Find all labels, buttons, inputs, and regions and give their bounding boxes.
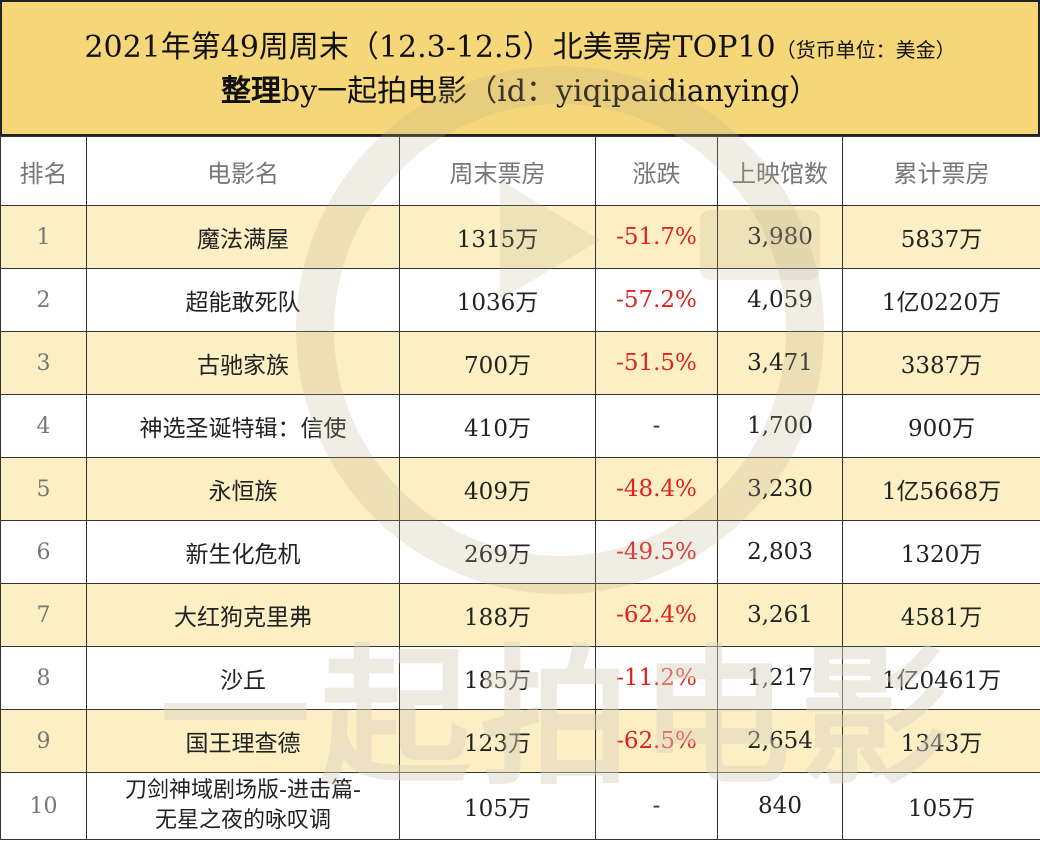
- table-row: 5 永恒族 409万 -48.4% 3,230 1亿5668万: [0, 457, 1040, 521]
- table-row: 9 国王理查德 123万 -62.5% 2,654 1343万: [0, 709, 1040, 773]
- theaters-cell: 3,261: [717, 583, 843, 647]
- weekend-gross-cell: 1036万: [399, 268, 596, 332]
- total-gross-cell: 3387万: [842, 331, 1040, 395]
- table-row: 7 大红狗克里弗 188万 -62.4% 3,261 4581万: [0, 583, 1040, 647]
- theaters-cell: 2,654: [717, 709, 843, 773]
- change-cell: -11.2%: [595, 646, 718, 710]
- weekend-gross-cell: 269万: [399, 520, 596, 584]
- theaters-cell: 3,230: [717, 457, 843, 521]
- rank-cell: 10: [0, 772, 87, 840]
- change-cell: -62.4%: [595, 583, 718, 647]
- title-cell: 超能敢死队: [86, 268, 400, 332]
- table-row: 2 超能敢死队 1036万 -57.2% 4,059 1亿0220万: [0, 268, 1040, 332]
- rank-cell: 3: [0, 331, 87, 395]
- table-row: 6 新生化危机 269万 -49.5% 2,803 1320万: [0, 520, 1040, 584]
- change-cell: -57.2%: [595, 268, 718, 332]
- title-cell: 神选圣诞特辑：信使: [86, 394, 400, 458]
- total-gross-cell: 1320万: [842, 520, 1040, 584]
- total-gross-cell: 4581万: [842, 583, 1040, 647]
- rank-cell: 7: [0, 583, 87, 647]
- total-gross-cell: 1亿5668万: [842, 457, 1040, 521]
- column-header-total-gross: 累计票房: [842, 136, 1040, 206]
- rank-cell: 9: [0, 709, 87, 773]
- theaters-cell: 1,700: [717, 394, 843, 458]
- rank-cell: 6: [0, 520, 87, 584]
- column-header-weekend-gross: 周末票房: [399, 136, 596, 206]
- change-cell: -48.4%: [595, 457, 718, 521]
- total-gross-cell: 1亿0461万: [842, 646, 1040, 710]
- weekend-gross-cell: 105万: [399, 772, 596, 840]
- title-cell: 国王理查德: [86, 709, 400, 773]
- total-gross-cell: 1343万: [842, 709, 1040, 773]
- title-line-2: 无星之夜的咏叹调: [154, 808, 331, 833]
- title-cell: 魔法满屋: [86, 205, 400, 269]
- title-cell: 古驰家族: [86, 331, 400, 395]
- change-cell: -: [595, 394, 718, 458]
- weekend-gross-cell: 700万: [399, 331, 596, 395]
- title-cell: 大红狗克里弗: [86, 583, 400, 647]
- subtitle-bold: 整理: [220, 74, 281, 109]
- weekend-gross-cell: 185万: [399, 646, 596, 710]
- title-cell: 刀剑神域剧场版-进击篇- 无星之夜的咏叹调: [86, 772, 400, 840]
- rank-cell: 2: [0, 268, 87, 332]
- theaters-cell: 3,471: [717, 331, 843, 395]
- weekend-gross-cell: 409万: [399, 457, 596, 521]
- table-row: 3 古驰家族 700万 -51.5% 3,471 3387万: [0, 331, 1040, 395]
- table-row: 8 沙丘 185万 -11.2% 1,217 1亿0461万: [0, 646, 1040, 710]
- theaters-cell: 1,217: [717, 646, 843, 710]
- change-cell: -51.7%: [595, 205, 718, 269]
- title-main: 2021年第49周周末（12.3-12.5）北美票房TOP10: [84, 30, 776, 65]
- column-header-change: 涨跌: [595, 136, 718, 206]
- column-header-theaters: 上映馆数: [717, 136, 843, 206]
- theaters-cell: 3,980: [717, 205, 843, 269]
- weekend-gross-cell: 123万: [399, 709, 596, 773]
- page-subtitle: 整理by一起拍电影（id：yiqipaidianying）: [2, 72, 1038, 112]
- subtitle-rest: by一起拍电影（id：yiqipaidianying）: [280, 74, 820, 109]
- weekend-gross-cell: 1315万: [399, 205, 596, 269]
- table-row: 4 神选圣诞特辑：信使 410万 - 1,700 900万: [0, 394, 1040, 458]
- rank-cell: 8: [0, 646, 87, 710]
- column-header-rank: 排名: [0, 136, 87, 206]
- title-cell: 永恒族: [86, 457, 400, 521]
- total-gross-cell: 900万: [842, 394, 1040, 458]
- table-row: 10 刀剑神域剧场版-进击篇- 无星之夜的咏叹调 105万 - 840 105万: [0, 772, 1040, 840]
- weekend-gross-cell: 410万: [399, 394, 596, 458]
- title-cell: 新生化危机: [86, 520, 400, 584]
- total-gross-cell: 105万: [842, 772, 1040, 840]
- total-gross-cell: 1亿0220万: [842, 268, 1040, 332]
- title-unit: （货币单位：美金）: [775, 38, 956, 62]
- header-banner: 2021年第49周周末（12.3-12.5）北美票房TOP10（货币单位：美金）…: [0, 0, 1040, 136]
- total-gross-cell: 5837万: [842, 205, 1040, 269]
- table-row: 1 魔法满屋 1315万 -51.7% 3,980 5837万: [0, 205, 1040, 269]
- theaters-cell: 840: [717, 772, 843, 840]
- change-cell: -: [595, 772, 718, 840]
- box-office-table: 排名 电影名 周末票房 涨跌 上映馆数 累计票房 1 魔法满屋 1315万 -5…: [0, 136, 1040, 840]
- weekend-gross-cell: 188万: [399, 583, 596, 647]
- change-cell: -49.5%: [595, 520, 718, 584]
- rank-cell: 4: [0, 394, 87, 458]
- page-title: 2021年第49周周末（12.3-12.5）北美票房TOP10（货币单位：美金）: [2, 28, 1038, 70]
- title-line-1: 刀剑神域剧场版-进击篇-: [125, 778, 361, 803]
- title-cell: 沙丘: [86, 646, 400, 710]
- rank-cell: 5: [0, 457, 87, 521]
- change-cell: -51.5%: [595, 331, 718, 395]
- table-header-row: 排名 电影名 周末票房 涨跌 上映馆数 累计票房: [0, 136, 1040, 206]
- theaters-cell: 2,803: [717, 520, 843, 584]
- theaters-cell: 4,059: [717, 268, 843, 332]
- column-header-title: 电影名: [86, 136, 400, 206]
- rank-cell: 1: [0, 205, 87, 269]
- change-cell: -62.5%: [595, 709, 718, 773]
